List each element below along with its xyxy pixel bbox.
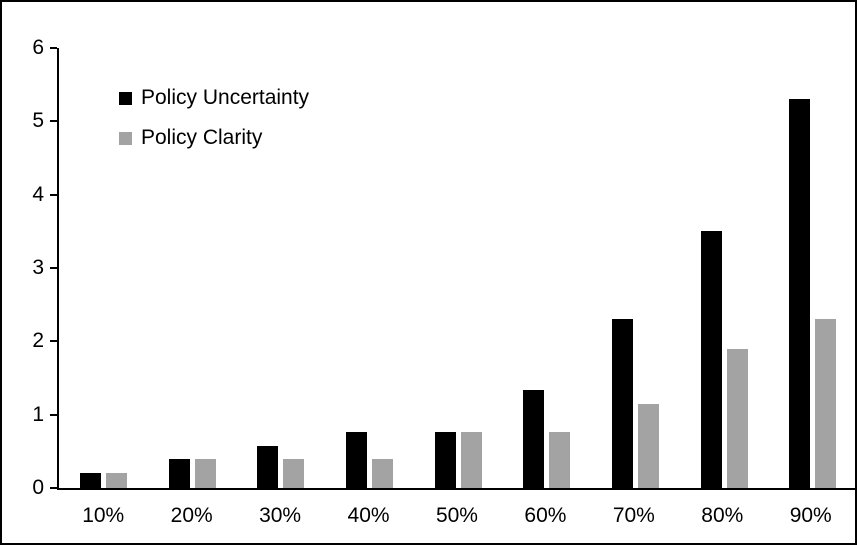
x-axis-label: 10%: [82, 504, 125, 527]
legend-label-policy-uncertainty: Policy Uncertainty: [141, 86, 310, 109]
x-axis-label: 70%: [612, 504, 655, 527]
bar-policy-clarity-30%: [283, 458, 305, 488]
x-axis-label: 30%: [259, 504, 302, 527]
legend-item-policy-clarity: Policy Clarity: [119, 126, 309, 150]
y-axis-label: 4: [32, 182, 44, 206]
bar-policy-uncertainty-10%: [79, 473, 101, 488]
legend: Policy Uncertainty Policy Clarity: [119, 86, 309, 166]
legend-marker-policy-uncertainty-icon: [119, 91, 132, 105]
bar-policy-clarity-70%: [637, 403, 659, 488]
bar-policy-clarity-60%: [549, 431, 571, 488]
y-axis-tick: [50, 120, 57, 123]
y-axis-tick: [50, 267, 57, 269]
y-axis-tick: [50, 413, 57, 416]
x-axis-label: 40%: [347, 504, 390, 527]
bar-policy-uncertainty-20%: [168, 458, 190, 488]
legend-item-policy-uncertainty: Policy Uncertainty: [119, 86, 309, 110]
y-axis-label: 6: [32, 36, 44, 59]
bar-group-50%: [414, 48, 503, 488]
y-axis-labels: 0 1 2 3 4 5 6: [8, 36, 44, 499]
bar-policy-uncertainty-50%: [434, 431, 456, 488]
bar-group-60%: [502, 48, 591, 488]
bar-group-30%: [236, 48, 325, 488]
bar-group-40%: [325, 48, 414, 488]
y-axis-label: 3: [32, 256, 44, 279]
y-axis-tick: [50, 193, 57, 196]
bar-policy-uncertainty-80%: [700, 231, 722, 488]
bar-groups: [59, 48, 855, 488]
bar-group-20%: [148, 48, 237, 488]
y-axis-tick: [50, 47, 57, 49]
bar-policy-clarity-80%: [726, 348, 748, 488]
bar-group-70%: [591, 48, 680, 488]
y-axis-label: 1: [32, 402, 44, 426]
y-axis-tick: [50, 487, 57, 489]
y-axis-label: 5: [32, 109, 44, 133]
bar-policy-clarity-90%: [815, 319, 837, 488]
bar-policy-uncertainty-70%: [611, 319, 633, 488]
x-axis-label: 50%: [435, 504, 478, 527]
plot-area: [50, 47, 855, 490]
bar-group-80%: [680, 48, 769, 488]
x-axis-label: 20%: [170, 504, 213, 527]
bar-policy-uncertainty-30%: [257, 446, 279, 488]
bar-policy-uncertainty-90%: [789, 99, 811, 488]
bar-policy-clarity-20%: [194, 458, 216, 488]
bar-policy-clarity-10%: [105, 473, 127, 488]
bar-policy-clarity-50%: [460, 431, 482, 488]
bar-policy-uncertainty-60%: [523, 390, 545, 488]
bar-group-90%: [768, 48, 855, 488]
legend-label-policy-clarity: Policy Clarity: [141, 126, 263, 149]
x-axis-label: 80%: [701, 504, 744, 527]
bar-policy-clarity-40%: [371, 458, 393, 488]
bar-policy-uncertainty-40%: [345, 431, 367, 488]
x-axis-label: 90%: [789, 504, 832, 527]
y-axis-label: 2: [32, 329, 44, 353]
x-axis-label: 60%: [524, 504, 567, 527]
y-axis-label: 0: [32, 476, 44, 499]
bar-group-10%: [59, 48, 148, 488]
legend-marker-policy-clarity-icon: [119, 131, 132, 145]
x-axis-labels: 10% 20% 30% 40% 50% 60% 70% 80% 90%: [59, 500, 855, 532]
y-axis-tick: [50, 340, 57, 343]
